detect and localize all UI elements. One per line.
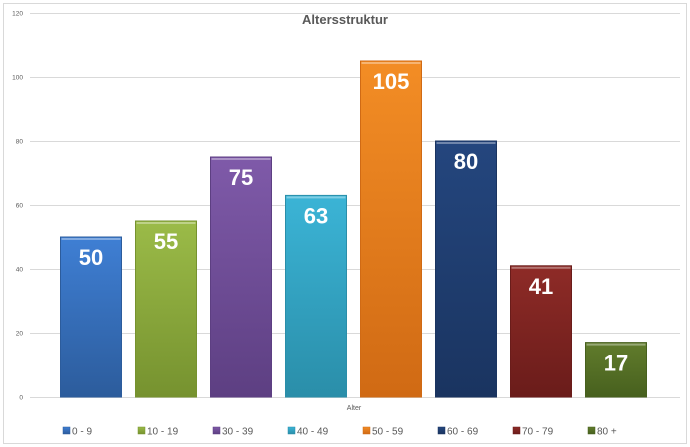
legend-swatch <box>287 426 296 435</box>
legend-label: 70 - 79 <box>522 427 554 438</box>
bar <box>60 236 122 398</box>
y-tick-label: 40 <box>16 267 24 274</box>
legend-label: 0 - 9 <box>72 427 92 438</box>
bar-highlight <box>211 158 271 160</box>
legend-swatch <box>437 426 446 435</box>
bar-highlight <box>286 196 346 199</box>
bar <box>210 156 272 398</box>
data-label: 55 <box>154 229 178 254</box>
legend-swatch <box>362 426 371 435</box>
bar-highlight <box>61 238 121 240</box>
bar-highlight <box>436 142 496 144</box>
bar-highlight <box>361 62 421 64</box>
legend-swatch <box>137 426 146 435</box>
legend-swatch <box>587 426 596 435</box>
chart-title: Altersstruktur <box>302 12 388 27</box>
x-axis-label: Alter <box>347 405 362 412</box>
legend-label: 40 - 49 <box>297 427 329 438</box>
legend-label: 60 - 69 <box>447 427 479 438</box>
data-label: 50 <box>79 245 103 270</box>
legend-label: 80 + <box>597 427 617 438</box>
y-tick-label: 120 <box>12 11 23 18</box>
bar <box>285 194 347 398</box>
y-tick-label: 0 <box>19 395 23 402</box>
bar <box>360 60 422 398</box>
bar <box>135 220 197 398</box>
data-label: 75 <box>229 165 253 190</box>
data-label: 80 <box>454 149 478 174</box>
legend-swatch <box>512 426 521 435</box>
y-tick-label: 100 <box>12 75 23 82</box>
legend-swatch <box>212 426 221 435</box>
bar <box>585 342 647 398</box>
data-label: 41 <box>529 274 553 299</box>
bar <box>435 140 497 398</box>
legend-label: 50 - 59 <box>372 427 404 438</box>
y-tick-label: 20 <box>16 331 24 338</box>
y-tick-label: 60 <box>16 203 24 210</box>
legend-label: 30 - 39 <box>222 427 254 438</box>
bar <box>510 265 572 398</box>
legend-swatch <box>62 426 71 435</box>
bar-highlight <box>511 266 571 269</box>
data-label: 17 <box>604 351 628 376</box>
legend-label: 10 - 19 <box>147 427 179 438</box>
bar-highlight <box>586 343 646 346</box>
data-label: 63 <box>304 203 328 228</box>
y-tick-label: 80 <box>16 139 24 146</box>
bar-highlight <box>136 222 196 224</box>
data-label: 105 <box>373 69 410 94</box>
